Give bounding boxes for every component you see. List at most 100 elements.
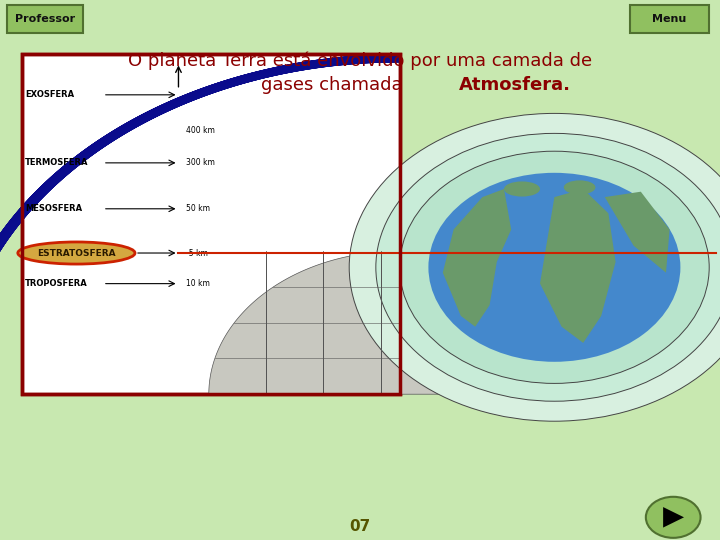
Polygon shape (0, 54, 400, 394)
Polygon shape (0, 58, 400, 394)
Polygon shape (0, 56, 400, 394)
Polygon shape (0, 55, 400, 394)
Polygon shape (0, 56, 400, 394)
Ellipse shape (18, 242, 135, 264)
Ellipse shape (564, 180, 595, 194)
Polygon shape (0, 57, 400, 394)
Polygon shape (0, 56, 400, 394)
Polygon shape (0, 58, 400, 394)
Polygon shape (0, 56, 400, 394)
Polygon shape (0, 55, 400, 394)
Polygon shape (0, 56, 400, 394)
Polygon shape (0, 56, 400, 394)
Polygon shape (0, 57, 400, 394)
FancyBboxPatch shape (630, 5, 709, 33)
Circle shape (428, 173, 680, 362)
Text: Professor: Professor (15, 14, 75, 24)
Text: TERMOSFERA: TERMOSFERA (25, 158, 89, 167)
Polygon shape (0, 58, 400, 394)
Text: Atmosfera.: Atmosfera. (459, 76, 571, 94)
Polygon shape (663, 507, 684, 528)
Polygon shape (0, 57, 400, 394)
Polygon shape (0, 57, 400, 394)
Polygon shape (0, 57, 400, 394)
Polygon shape (0, 56, 400, 394)
Polygon shape (0, 55, 400, 394)
Polygon shape (0, 55, 400, 394)
Polygon shape (0, 58, 400, 394)
Text: MESOSFERA: MESOSFERA (25, 204, 82, 213)
Text: gases chamada: gases chamada (261, 76, 409, 94)
Polygon shape (0, 55, 400, 394)
Text: ESTRATOSFERA: ESTRATOSFERA (37, 248, 116, 258)
Polygon shape (0, 55, 400, 394)
Polygon shape (0, 56, 400, 394)
Polygon shape (540, 189, 616, 343)
Polygon shape (0, 58, 400, 394)
Polygon shape (0, 56, 400, 394)
Polygon shape (0, 56, 400, 394)
Polygon shape (0, 58, 400, 394)
Polygon shape (0, 56, 400, 394)
Polygon shape (0, 57, 400, 394)
Polygon shape (0, 57, 400, 394)
Polygon shape (0, 58, 400, 394)
Bar (22, 54, 400, 394)
Polygon shape (443, 189, 511, 327)
Polygon shape (0, 56, 400, 394)
Polygon shape (0, 57, 400, 394)
Polygon shape (0, 58, 400, 394)
Text: O planeta Terra está envolvido por uma camada de: O planeta Terra está envolvido por uma c… (128, 52, 592, 70)
Polygon shape (0, 58, 400, 394)
Polygon shape (0, 58, 400, 394)
Bar (22, 54, 400, 394)
Polygon shape (0, 57, 400, 394)
Text: -5 km: -5 km (186, 248, 208, 258)
Polygon shape (0, 57, 400, 394)
Polygon shape (0, 55, 400, 394)
Circle shape (400, 151, 709, 383)
Polygon shape (209, 251, 590, 394)
Text: 07: 07 (349, 519, 371, 534)
Polygon shape (0, 54, 400, 394)
Polygon shape (0, 57, 400, 394)
Polygon shape (0, 57, 400, 394)
Circle shape (349, 113, 720, 421)
Polygon shape (0, 58, 400, 394)
Polygon shape (0, 57, 400, 394)
Polygon shape (0, 56, 400, 394)
Polygon shape (0, 55, 400, 394)
Polygon shape (0, 55, 400, 394)
Text: EXOSFERA: EXOSFERA (25, 90, 74, 99)
Bar (22, 54, 400, 394)
Polygon shape (0, 55, 400, 394)
Text: TROPOSFERA: TROPOSFERA (25, 279, 88, 288)
Polygon shape (0, 57, 400, 394)
Polygon shape (0, 54, 400, 394)
Polygon shape (0, 57, 400, 394)
Text: Menu: Menu (652, 14, 687, 24)
Polygon shape (0, 58, 400, 394)
Polygon shape (0, 57, 400, 394)
Polygon shape (0, 54, 400, 394)
Polygon shape (0, 55, 400, 394)
Polygon shape (0, 56, 400, 394)
Polygon shape (0, 56, 400, 394)
Polygon shape (0, 57, 400, 394)
Circle shape (646, 497, 701, 538)
Polygon shape (0, 55, 400, 394)
FancyBboxPatch shape (7, 5, 83, 33)
Polygon shape (605, 192, 670, 273)
Polygon shape (0, 55, 400, 394)
Polygon shape (0, 56, 400, 394)
Polygon shape (0, 56, 400, 394)
Polygon shape (0, 55, 400, 394)
Circle shape (376, 133, 720, 401)
Polygon shape (0, 55, 400, 394)
Polygon shape (0, 56, 400, 394)
Polygon shape (0, 57, 400, 394)
Text: 300 km: 300 km (186, 158, 215, 167)
Polygon shape (0, 58, 400, 394)
Ellipse shape (504, 181, 540, 197)
Polygon shape (0, 55, 400, 394)
